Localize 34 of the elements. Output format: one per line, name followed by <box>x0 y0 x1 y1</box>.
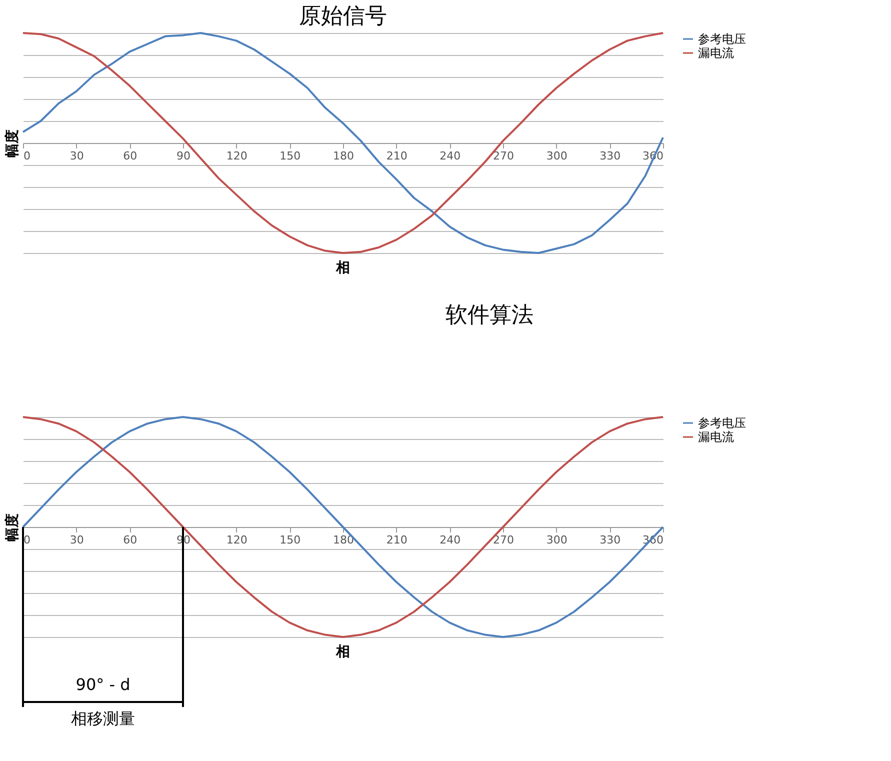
x-tick-label: 330 <box>600 534 621 546</box>
x-tick-label: 0 <box>24 534 30 546</box>
legend-label: 漏电流 <box>698 46 734 60</box>
chart-title: 原始信号 <box>299 4 387 29</box>
x-tick-label: 60 <box>123 534 138 546</box>
x-axis-title: 相 <box>335 644 350 660</box>
text: 90° - d <box>76 675 130 694</box>
x-tick-label: 270 <box>493 150 514 162</box>
legend-label: 漏电流 <box>698 430 734 444</box>
text: 软件算法 <box>445 303 534 328</box>
x-tick-label: 90 <box>176 150 190 162</box>
y-axis-title: 幅度 <box>4 130 20 158</box>
x-tick-label: 330 <box>600 150 621 162</box>
y-axis-title: 幅度 <box>4 514 20 542</box>
x-tick-label: 120 <box>226 534 248 546</box>
x-tick-label: 210 <box>386 534 408 546</box>
x-tick-label: 120 <box>226 150 248 162</box>
legend-label: 参考电压 <box>698 416 746 430</box>
x-tick-label: 180 <box>333 150 354 162</box>
x-tick-label: 60 <box>123 150 138 162</box>
x-tick-label: 300 <box>546 534 568 546</box>
x-tick-label: 240 <box>440 534 461 546</box>
x-tick-label: 240 <box>440 150 461 162</box>
x-axis-title: 相 <box>335 260 350 276</box>
x-tick-label: 150 <box>280 150 301 162</box>
x-tick-label: 270 <box>493 534 514 546</box>
x-tick-label: 30 <box>70 534 84 546</box>
x-tick-label: 210 <box>386 150 408 162</box>
x-tick-label: 300 <box>546 150 568 162</box>
legend-label: 参考电压 <box>698 32 746 46</box>
x-tick-label: 0 <box>24 150 30 162</box>
x-tick-label: 150 <box>280 534 301 546</box>
x-tick-label: 30 <box>70 150 84 162</box>
text: 相移测量 <box>71 709 135 728</box>
